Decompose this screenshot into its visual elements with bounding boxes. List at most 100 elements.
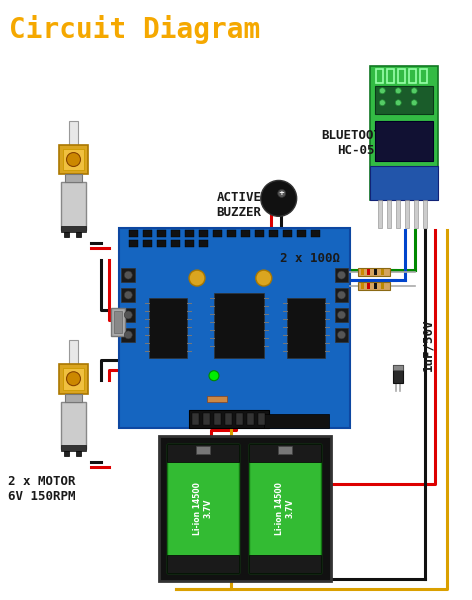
Bar [185,240,194,247]
Circle shape [124,311,132,319]
Bar [335,308,348,322]
Bar [159,436,330,581]
Bar [371,66,438,200]
Bar [396,200,400,228]
Bar [269,230,278,237]
Bar [59,145,88,175]
Bar [374,269,377,275]
Text: +: + [279,190,285,196]
Circle shape [395,100,401,106]
Bar [264,413,329,428]
Bar [185,230,194,237]
Circle shape [67,152,80,167]
Bar [258,413,265,425]
Text: 2 x MOTOR
6V 150RPM: 2 x MOTOR 6V 150RPM [8,475,76,503]
Circle shape [124,291,132,299]
Bar [379,200,382,228]
Bar [367,269,371,275]
Bar [143,240,152,247]
Bar [76,232,82,237]
Bar [381,283,384,289]
Bar [335,328,348,342]
Bar [63,368,84,389]
Bar [255,230,264,237]
Bar [171,240,180,247]
Bar [199,240,208,247]
Circle shape [278,190,286,197]
Circle shape [337,271,346,279]
Bar [358,268,390,276]
Bar [199,230,208,237]
Circle shape [256,270,272,286]
Bar [225,413,232,425]
Text: Li-ion 14500
3.7V: Li-ion 14500 3.7V [275,482,295,535]
Circle shape [379,100,385,106]
Bar [167,555,239,573]
Bar [283,230,292,237]
Text: 1uF/50V: 1uF/50V [421,319,435,371]
Circle shape [379,88,385,94]
Circle shape [337,311,346,319]
Bar [241,230,250,237]
Circle shape [124,331,132,339]
Bar [375,86,433,114]
Bar [119,228,350,428]
Bar [129,230,138,237]
Text: Circuit Diagram: Circuit Diagram [9,14,260,44]
Bar [236,413,243,425]
Bar [335,268,348,282]
Bar [59,364,88,394]
Circle shape [124,271,132,279]
Bar [157,230,166,237]
Bar [398,69,405,83]
Bar [203,413,210,425]
Bar [375,121,433,161]
Bar [214,413,221,425]
Bar [60,226,86,232]
Bar [376,69,383,83]
Text: 2 x 100Ω: 2 x 100Ω [280,251,340,265]
Bar [393,365,403,370]
Circle shape [411,88,417,94]
Bar [278,446,292,454]
Bar [249,445,320,573]
Bar [121,288,135,302]
Bar [189,410,269,428]
Bar [214,293,264,358]
Bar [367,283,371,289]
Circle shape [67,372,80,386]
Bar [414,200,418,228]
Bar [60,182,86,230]
Bar [358,282,390,290]
Bar [249,445,320,463]
Bar [149,298,187,358]
Bar [65,394,83,401]
Bar [371,166,438,200]
Bar [374,283,377,289]
Bar [121,328,135,342]
Bar [213,230,222,237]
Bar [287,298,325,358]
Bar [60,401,86,449]
Circle shape [337,331,346,339]
Bar [393,365,403,383]
Bar [297,230,306,237]
Circle shape [261,181,297,217]
Bar [171,230,180,237]
Bar [192,413,199,425]
Bar [63,149,84,170]
Bar [111,308,125,336]
Bar [64,451,68,457]
Circle shape [189,270,205,286]
Bar [362,269,364,275]
Circle shape [209,371,219,380]
Text: Li-ion 14500
3.7V: Li-ion 14500 3.7V [194,482,213,535]
Bar [405,200,409,228]
Bar [381,269,384,275]
Bar [64,232,68,237]
Bar [362,283,364,289]
Bar [60,445,86,451]
Bar [68,340,78,368]
Circle shape [337,291,346,299]
Bar [114,311,122,333]
